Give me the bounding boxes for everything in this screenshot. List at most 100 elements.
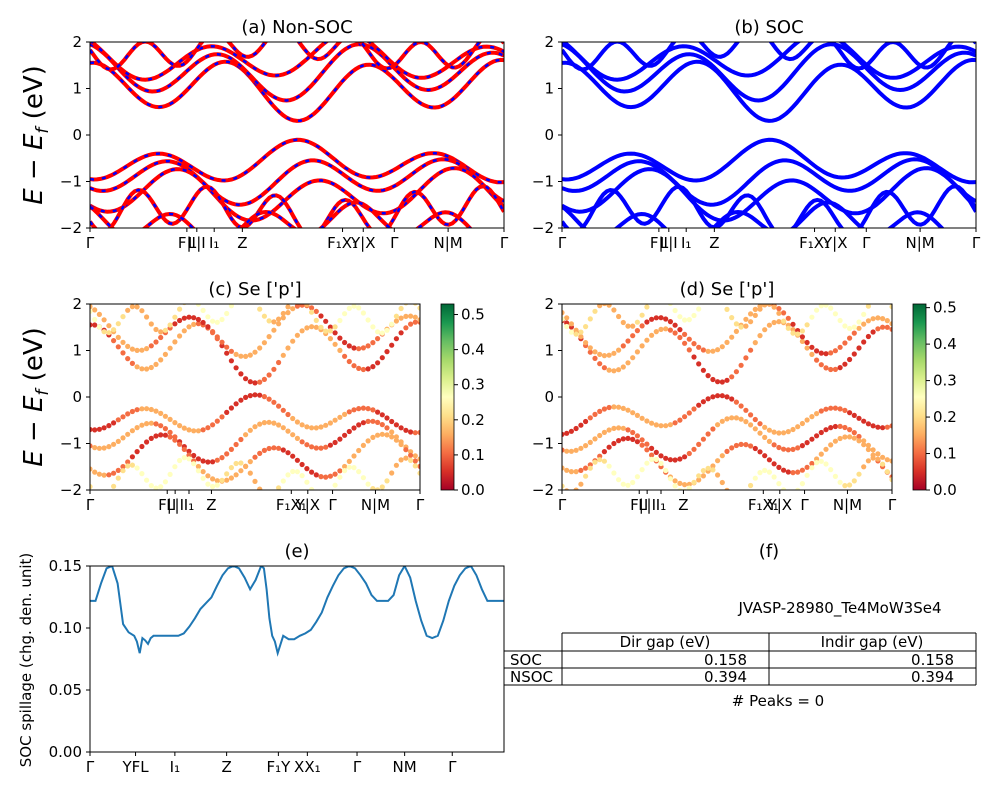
- projection-point: [578, 467, 584, 473]
- projection-point: [611, 350, 617, 356]
- projection-point: [738, 324, 744, 330]
- band-line: [562, 57, 976, 123]
- projection-point: [691, 479, 697, 485]
- projection-point: [639, 323, 645, 329]
- projection-point: [257, 379, 263, 385]
- panel-f: (f) JVASP-28980_Te4MoW3Se4 Dir gap (eV) …: [503, 541, 977, 710]
- projection-point: [243, 394, 249, 400]
- projection-point: [870, 316, 876, 322]
- panel-d-colorbar-ticks: 0.0 0.1 0.2 0.3 0.4 0.5: [926, 299, 957, 499]
- projection-point: [748, 347, 754, 353]
- projection-point: [309, 486, 315, 490]
- projection-point: [658, 423, 664, 429]
- projection-point: [809, 344, 815, 350]
- projection-point: [304, 466, 310, 472]
- projection-point: [719, 344, 725, 350]
- projection-point: [583, 324, 589, 330]
- projection-point: [224, 409, 230, 415]
- projection-point: [705, 465, 711, 471]
- x-tick-label: Y|X: [767, 496, 793, 514]
- panel-e-frame: [89, 565, 505, 753]
- projection-point: [667, 476, 674, 482]
- projection-point: [106, 444, 112, 450]
- projection-point: [630, 429, 636, 436]
- projection-point: [748, 311, 754, 317]
- projection-point: [809, 414, 815, 420]
- projection-point: [799, 328, 806, 334]
- x-tick-label: L|I: [188, 234, 206, 252]
- projection-point: [757, 306, 763, 312]
- projection-point: [562, 310, 565, 316]
- projection-point: [267, 493, 272, 498]
- projection-point: [299, 304, 305, 308]
- projection-point: [790, 470, 796, 476]
- projection-point: [649, 332, 655, 338]
- projection-point: [799, 443, 806, 449]
- projection-point: [375, 409, 381, 415]
- band-line: [90, 42, 504, 71]
- projection-point: [710, 463, 716, 469]
- projection-point: [861, 321, 867, 327]
- projection-point: [162, 327, 168, 333]
- projection-point: [592, 411, 598, 417]
- projection-point: [691, 341, 697, 347]
- panel-e-ylabel: SOC spillage (chg. den. unit): [17, 553, 35, 768]
- projection-point: [134, 425, 140, 431]
- projection-point: [729, 396, 735, 402]
- projection-point: [847, 325, 853, 332]
- projection-point: [90, 322, 93, 328]
- projection-point: [148, 321, 154, 327]
- projection-point: [398, 441, 404, 448]
- panel-a-title: (a) Non-SOC: [241, 17, 352, 38]
- projection-point: [139, 366, 145, 372]
- projection-point: [346, 458, 352, 464]
- projection-point: [597, 457, 603, 463]
- projection-point: [318, 424, 324, 430]
- projection-point: [870, 329, 876, 335]
- projection-point: [837, 317, 843, 324]
- projection-point: [191, 428, 197, 434]
- projection-point: [649, 420, 655, 426]
- projection-point: [738, 403, 744, 409]
- projection-point: [285, 450, 291, 456]
- projection-point: [752, 340, 758, 346]
- projection-point: [219, 339, 225, 345]
- projection-point: [870, 423, 876, 429]
- projection-point: [653, 329, 659, 335]
- projection-point: [611, 470, 617, 476]
- projection-point: [847, 410, 853, 416]
- y-tick-label: 0.00: [49, 743, 82, 761]
- projection-point: [285, 472, 291, 478]
- projection-point: [682, 488, 687, 490]
- projection-point: [120, 314, 126, 320]
- projection-point: [884, 469, 890, 475]
- projection-point: [649, 297, 654, 302]
- projection-point: [672, 457, 678, 463]
- projection-point: [375, 432, 381, 438]
- projection-point: [228, 348, 234, 354]
- projection-point: [205, 314, 211, 320]
- projection-point: [587, 415, 593, 421]
- projection-point: [271, 420, 277, 426]
- projection-point: [587, 465, 593, 471]
- projection-point: [630, 355, 636, 361]
- projection-point: [403, 447, 409, 453]
- projection-point: [592, 459, 598, 465]
- projection-point: [408, 457, 414, 463]
- projection-point: [318, 445, 324, 451]
- projection-point: [252, 424, 258, 430]
- x-tick-label: Z: [206, 496, 216, 514]
- projection-point: [634, 349, 641, 355]
- projection-point: [700, 399, 707, 405]
- projection-point: [587, 349, 593, 355]
- projection-point: [861, 464, 867, 470]
- projection-point: [167, 322, 173, 328]
- projection-point: [644, 319, 650, 325]
- projection-point: [568, 329, 575, 335]
- projection-point: [313, 308, 319, 314]
- projection-point: [776, 430, 782, 436]
- projection-point: [210, 476, 216, 482]
- projection-point: [663, 326, 669, 332]
